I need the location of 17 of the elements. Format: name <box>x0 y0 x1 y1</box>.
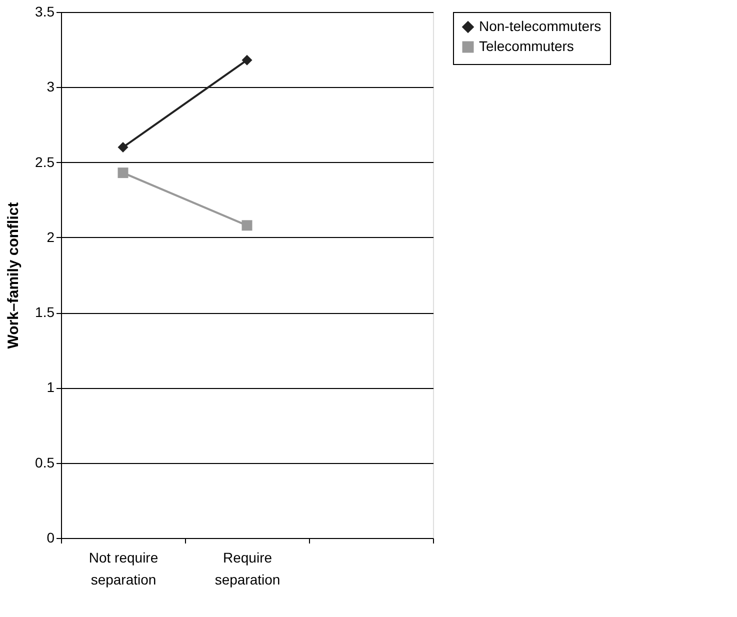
point <box>118 142 128 152</box>
y-tick-label: 0 <box>46 530 55 546</box>
y-tick-label: 2 <box>46 228 55 245</box>
y-axis-title: Work–family conflict <box>5 202 22 349</box>
y-tick-label: 2.5 <box>35 154 55 170</box>
legend-label: Telecommuters <box>479 38 574 54</box>
point <box>242 54 252 66</box>
y-tick-label: 3.5 <box>35 4 55 20</box>
y-tick-label: 1 <box>46 379 55 396</box>
x-tick-label: Require separation <box>214 550 280 588</box>
y-tick-label: 0.5 <box>35 454 55 470</box>
y-tick-label: 1.5 <box>35 304 55 320</box>
legend-label: Non-telecommuters <box>479 18 602 34</box>
point <box>242 220 252 231</box>
y-tick-label: 3 <box>46 78 55 95</box>
point <box>118 168 128 178</box>
x-tick-label: Not require separation <box>88 550 158 588</box>
